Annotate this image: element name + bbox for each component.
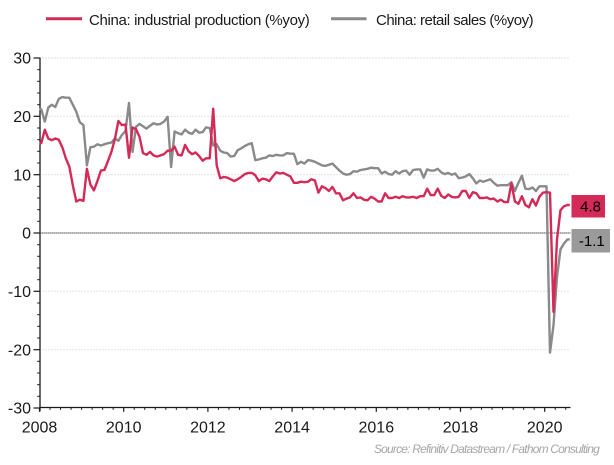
- svg-text:2014: 2014: [274, 419, 310, 436]
- svg-text:2010: 2010: [106, 419, 142, 436]
- svg-text:-1.1: -1.1: [579, 233, 605, 250]
- svg-text:-30: -30: [8, 401, 31, 418]
- svg-text:-20: -20: [8, 342, 31, 359]
- svg-text:2018: 2018: [443, 419, 479, 436]
- svg-text:Source: Refinitiv Datastream /: Source: Refinitiv Datastream / Fathom Co…: [374, 442, 600, 456]
- svg-text:0: 0: [22, 226, 31, 243]
- svg-text:4.8: 4.8: [580, 199, 601, 216]
- svg-text:2016: 2016: [359, 419, 395, 436]
- svg-text:China: retail sales (%yoy): China: retail sales (%yoy): [376, 12, 534, 29]
- svg-text:-10: -10: [8, 284, 31, 301]
- svg-text:2008: 2008: [22, 419, 58, 436]
- svg-text:20: 20: [13, 109, 31, 126]
- svg-text:China: industrial production (: China: industrial production (%yoy): [89, 12, 310, 29]
- svg-text:2012: 2012: [190, 419, 226, 436]
- svg-text:10: 10: [13, 167, 31, 184]
- svg-text:2020: 2020: [527, 419, 563, 436]
- svg-text:30: 30: [13, 51, 31, 68]
